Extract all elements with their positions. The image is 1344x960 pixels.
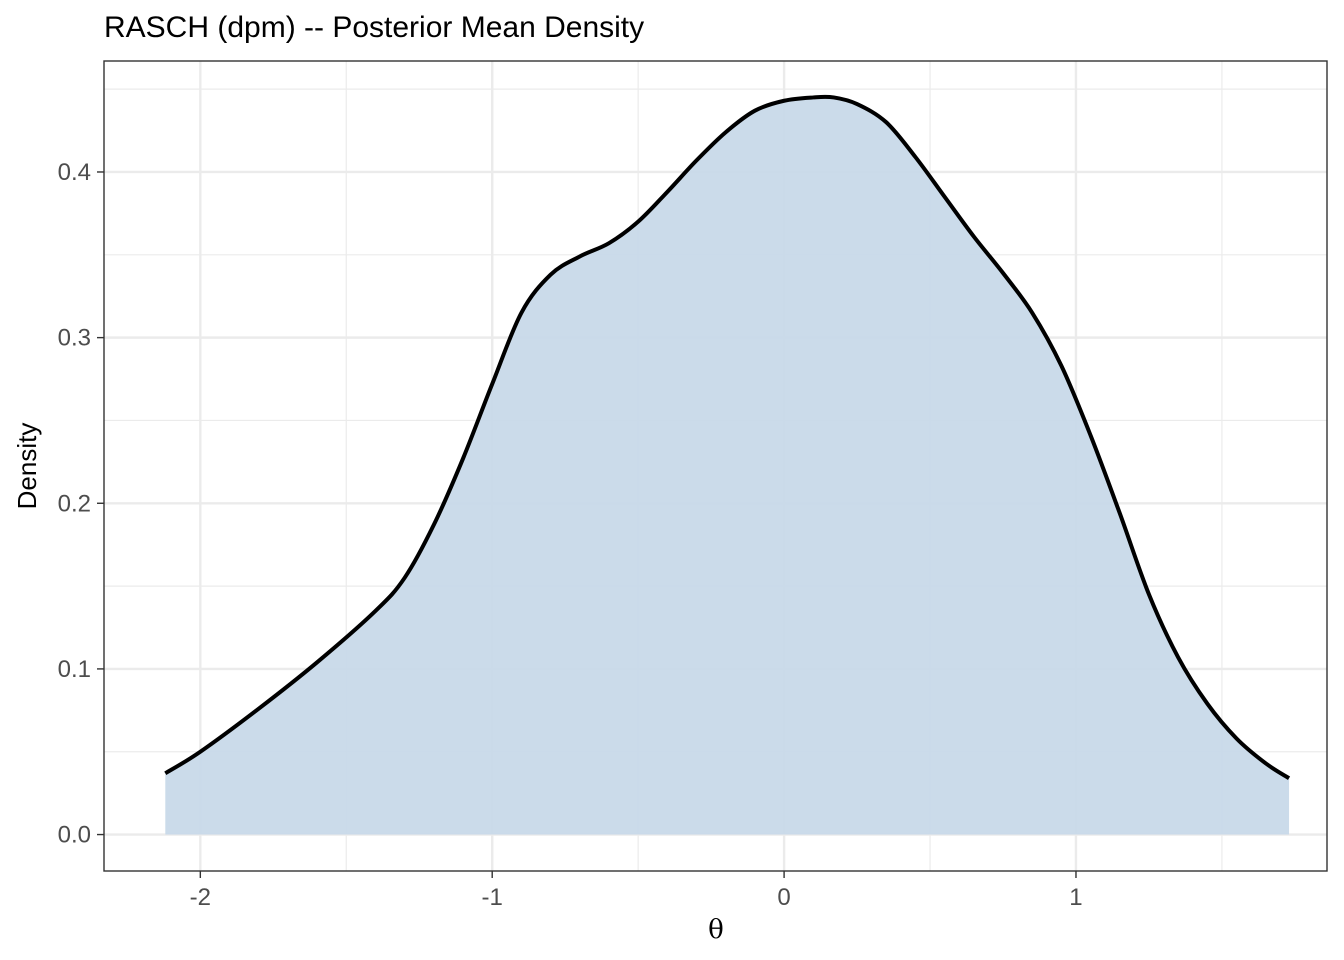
x-tick-label: 0 (777, 884, 790, 911)
density-area-layer (165, 96, 1290, 835)
density-line (164, 94, 1291, 780)
x-axis-ticks: -2 -1 0 1 (190, 871, 1083, 911)
density-line-layer (164, 94, 1291, 780)
y-axis-ticks: 0.0 0.1 0.2 0.3 0.4 (58, 159, 104, 849)
x-tick-label: -2 (190, 884, 211, 911)
y-axis-title: Density (12, 423, 42, 510)
x-axis-title: θ (708, 915, 724, 945)
y-tick-label: 0.0 (58, 822, 91, 849)
y-tick-label: 0.1 (58, 656, 91, 683)
x-tick-label: -1 (482, 884, 503, 911)
x-tick-label: 1 (1069, 884, 1082, 911)
density-area (165, 96, 1290, 835)
chart-title: RASCH (dpm) -- Posterior Mean Density (104, 11, 644, 44)
y-tick-label: 0.3 (58, 325, 91, 352)
y-tick-label: 0.2 (58, 490, 91, 517)
y-tick-label: 0.4 (58, 159, 91, 186)
panel-border (103, 60, 1328, 872)
